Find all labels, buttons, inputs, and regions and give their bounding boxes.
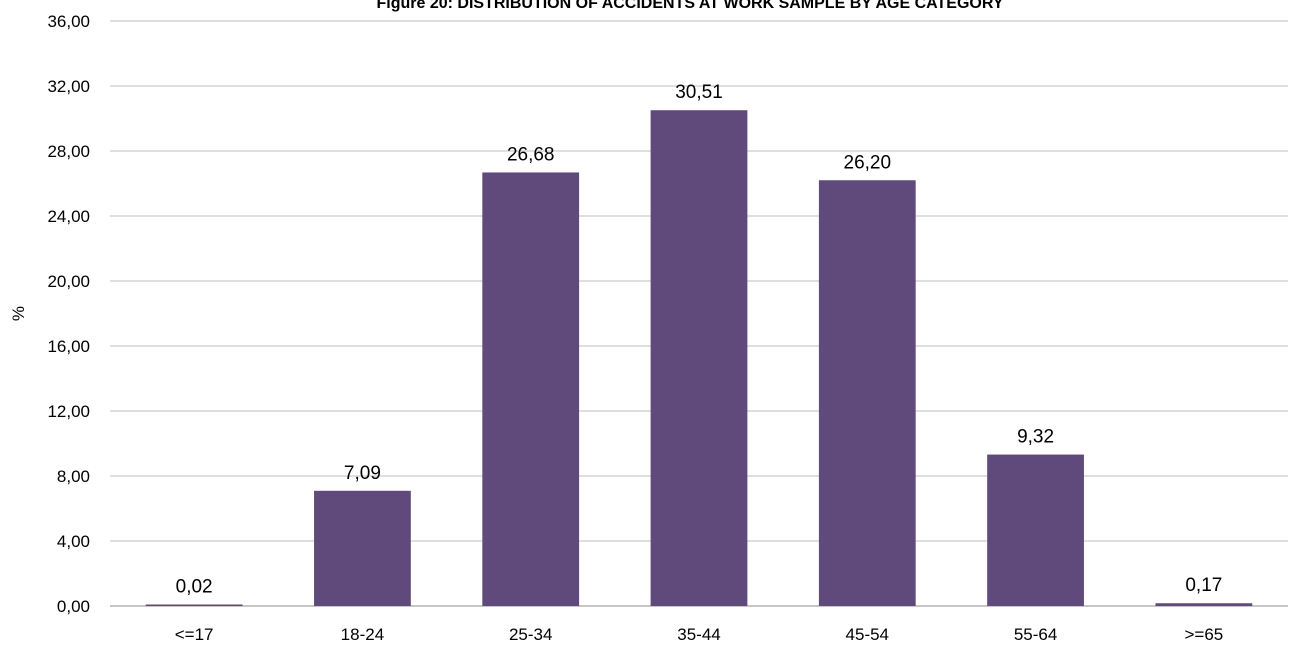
x-tick-label: 18-24 <box>341 625 384 644</box>
x-tick-label: 55-64 <box>1014 625 1057 644</box>
x-tick-label: >=65 <box>1184 625 1223 644</box>
y-tick-label: 12,00 <box>47 402 90 421</box>
y-axis-label: % <box>9 306 28 321</box>
data-label: 30,51 <box>675 82 723 103</box>
y-tick-label: 4,00 <box>57 532 90 551</box>
bar-35-44 <box>650 110 748 607</box>
y-tick-label: 24,00 <box>47 207 90 226</box>
data-label: 0,02 <box>176 577 213 598</box>
data-labels: 0,02 7,09 26,68 30,51 26,20 9,32 0,17 <box>176 82 1223 597</box>
y-tick-label: 32,00 <box>47 77 90 96</box>
chart-title: Figure 20: DISTRIBUTION OF ACCIDENTS AT … <box>377 0 1004 12</box>
x-tick-label: <=17 <box>175 625 214 644</box>
y-tick-labels: 0,00 4,00 8,00 12,00 16,00 20,00 24,00 28,00 32,… <box>47 12 90 616</box>
x-tick-label: 45-54 <box>846 625 889 644</box>
bar-55-64 <box>987 454 1084 606</box>
y-tick-label: 36,00 <box>47 12 90 31</box>
x-tick-label: 25-34 <box>509 625 552 644</box>
y-tick-label: 20,00 <box>47 272 90 291</box>
data-label: 9,32 <box>1017 427 1054 448</box>
bars <box>145 110 1253 607</box>
x-tick-label: 35-44 <box>677 625 720 644</box>
bar->=65 <box>1155 603 1253 606</box>
bar-25-34 <box>482 172 580 606</box>
data-label: 0,17 <box>1185 575 1222 596</box>
y-tick-label: 0,00 <box>57 597 90 616</box>
bar-<=17 <box>145 604 243 606</box>
y-tick-label: 16,00 <box>47 337 90 356</box>
data-label: 7,09 <box>344 463 381 484</box>
y-tick-label: 8,00 <box>57 467 90 486</box>
data-label: 26,20 <box>844 152 892 173</box>
y-tick-label: 28,00 <box>47 142 90 161</box>
bar-18-24 <box>314 490 411 606</box>
x-tick-labels: <=17 18-24 25-34 35-44 45-54 55-64 >=65 <box>175 625 1223 644</box>
data-label: 26,68 <box>507 144 555 165</box>
bar-45-54 <box>818 180 916 606</box>
